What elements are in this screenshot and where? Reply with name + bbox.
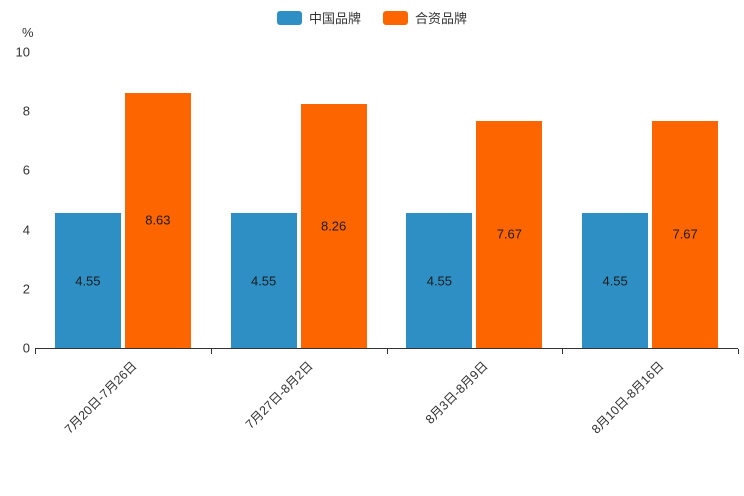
legend-swatch-joint-venture-brand [383, 10, 408, 25]
bar-joint-venture-brand-2 [476, 120, 543, 348]
x-axis-category-label: 8月10日-8月16日 [589, 358, 667, 437]
bar-joint-venture-brand-1 [300, 103, 367, 348]
bar-value-label: 8.63 [145, 212, 171, 228]
y-axis-unit-label: % [22, 25, 34, 40]
x-axis-tick [386, 349, 388, 354]
y-axis-tick-label: 0 [22, 340, 30, 356]
y-axis-tick-label: 10 [15, 44, 30, 60]
x-axis-category-label: 8月3日-8月9日 [423, 358, 492, 427]
x-axis-line [35, 348, 738, 349]
x-axis-tick [562, 349, 564, 354]
bar-value-label: 8.26 [320, 218, 347, 234]
bar-value-label: 4.55 [602, 273, 628, 289]
y-axis-tick-label: 8 [22, 103, 30, 119]
legend-label-joint-venture-brand: 合资品牌 [415, 11, 468, 26]
y-axis-tick-label: 4 [22, 222, 30, 238]
bar-china-brand-3 [582, 213, 649, 348]
x-axis-category-label: 7月27日-8月2日 [242, 358, 316, 432]
legend-label-china-brand: 中国品牌 [308, 11, 361, 26]
x-axis-tick [210, 349, 212, 354]
bar-china-brand-1 [230, 213, 297, 348]
bar-joint-venture-brand-0 [124, 92, 191, 348]
x-axis-tick [738, 349, 739, 354]
legend-item-joint-venture-brand[interactable]: 合资品牌 [383, 8, 467, 27]
legend-item-china-brand[interactable]: 中国品牌 [276, 8, 361, 27]
x-axis-tick [35, 349, 36, 354]
y-axis-tick-label: 6 [22, 162, 30, 178]
bar-value-label: 4.55 [75, 273, 101, 289]
y-axis-tick-label: 2 [22, 281, 30, 297]
bar-china-brand-0 [54, 213, 121, 348]
legend: 中国品牌 合资品牌 [0, 8, 744, 27]
bar-joint-venture-brand-3 [652, 120, 719, 348]
bar-value-label: 7.67 [496, 226, 523, 242]
bar-value-label: 4.55 [426, 273, 453, 289]
bar-value-label: 7.67 [672, 226, 698, 242]
bar-value-label: 4.55 [250, 273, 277, 289]
x-axis-category-label: 7月20日-7月26日 [61, 358, 140, 437]
legend-swatch-china-brand [276, 10, 302, 25]
bar-china-brand-2 [406, 213, 473, 348]
